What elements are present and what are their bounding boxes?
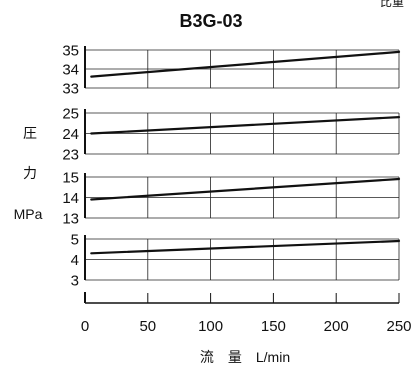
chart-title: B3G-03 bbox=[179, 11, 242, 31]
x-tick-label: 200 bbox=[324, 318, 349, 335]
y-axis-label: 圧 力 MPa bbox=[14, 125, 43, 222]
panel-2-y-tick-label: 23 bbox=[62, 147, 79, 164]
x-tick-label: 0 bbox=[81, 318, 89, 335]
panel-1: 33 34 35 bbox=[62, 43, 401, 98]
y-label-line-3: MPa bbox=[14, 206, 43, 222]
panel-3-series-line-1 bbox=[90, 177, 401, 201]
panel-1-y-tick-label: 34 bbox=[62, 62, 79, 79]
panel-3-y-tick-label: 14 bbox=[62, 190, 79, 207]
panel-2-y-tick-label: 24 bbox=[62, 126, 79, 143]
x-tick-label: 50 bbox=[139, 318, 156, 335]
panel-4-y-tick-label: 5 bbox=[71, 232, 79, 249]
panel-2-y-tick-label: 25 bbox=[62, 106, 79, 123]
panel-1-y-tick-label: 35 bbox=[62, 43, 79, 60]
x-tick-label: 100 bbox=[198, 318, 223, 335]
x-tick-label: 150 bbox=[261, 318, 286, 335]
y-label-line-2: 力 bbox=[23, 165, 37, 181]
panel-4: 3 4 5 bbox=[71, 232, 401, 290]
corner-text: 比重 bbox=[380, 0, 404, 9]
x-axis-label: 流 量 L/min bbox=[200, 349, 290, 365]
panel-4-series-line-1 bbox=[90, 239, 401, 255]
panel-2-series-line-1 bbox=[90, 115, 401, 135]
panel-4-y-tick-label: 3 bbox=[71, 273, 79, 290]
panel-3-y-tick-label: 13 bbox=[62, 211, 79, 228]
panel-1-series-line-1 bbox=[90, 50, 401, 78]
x-axis: 0 50 100 150 200 250 bbox=[81, 292, 412, 335]
y-label-line-1: 圧 bbox=[23, 125, 37, 141]
panel-4-y-tick-label: 4 bbox=[71, 252, 79, 269]
panel-1-y-tick-label: 33 bbox=[62, 81, 79, 98]
x-tick-label: 250 bbox=[386, 318, 411, 335]
panel-3: 13 14 15 bbox=[62, 170, 401, 228]
panel-2: 23 24 25 bbox=[62, 106, 401, 164]
panel-3-y-tick-label: 15 bbox=[62, 170, 79, 187]
